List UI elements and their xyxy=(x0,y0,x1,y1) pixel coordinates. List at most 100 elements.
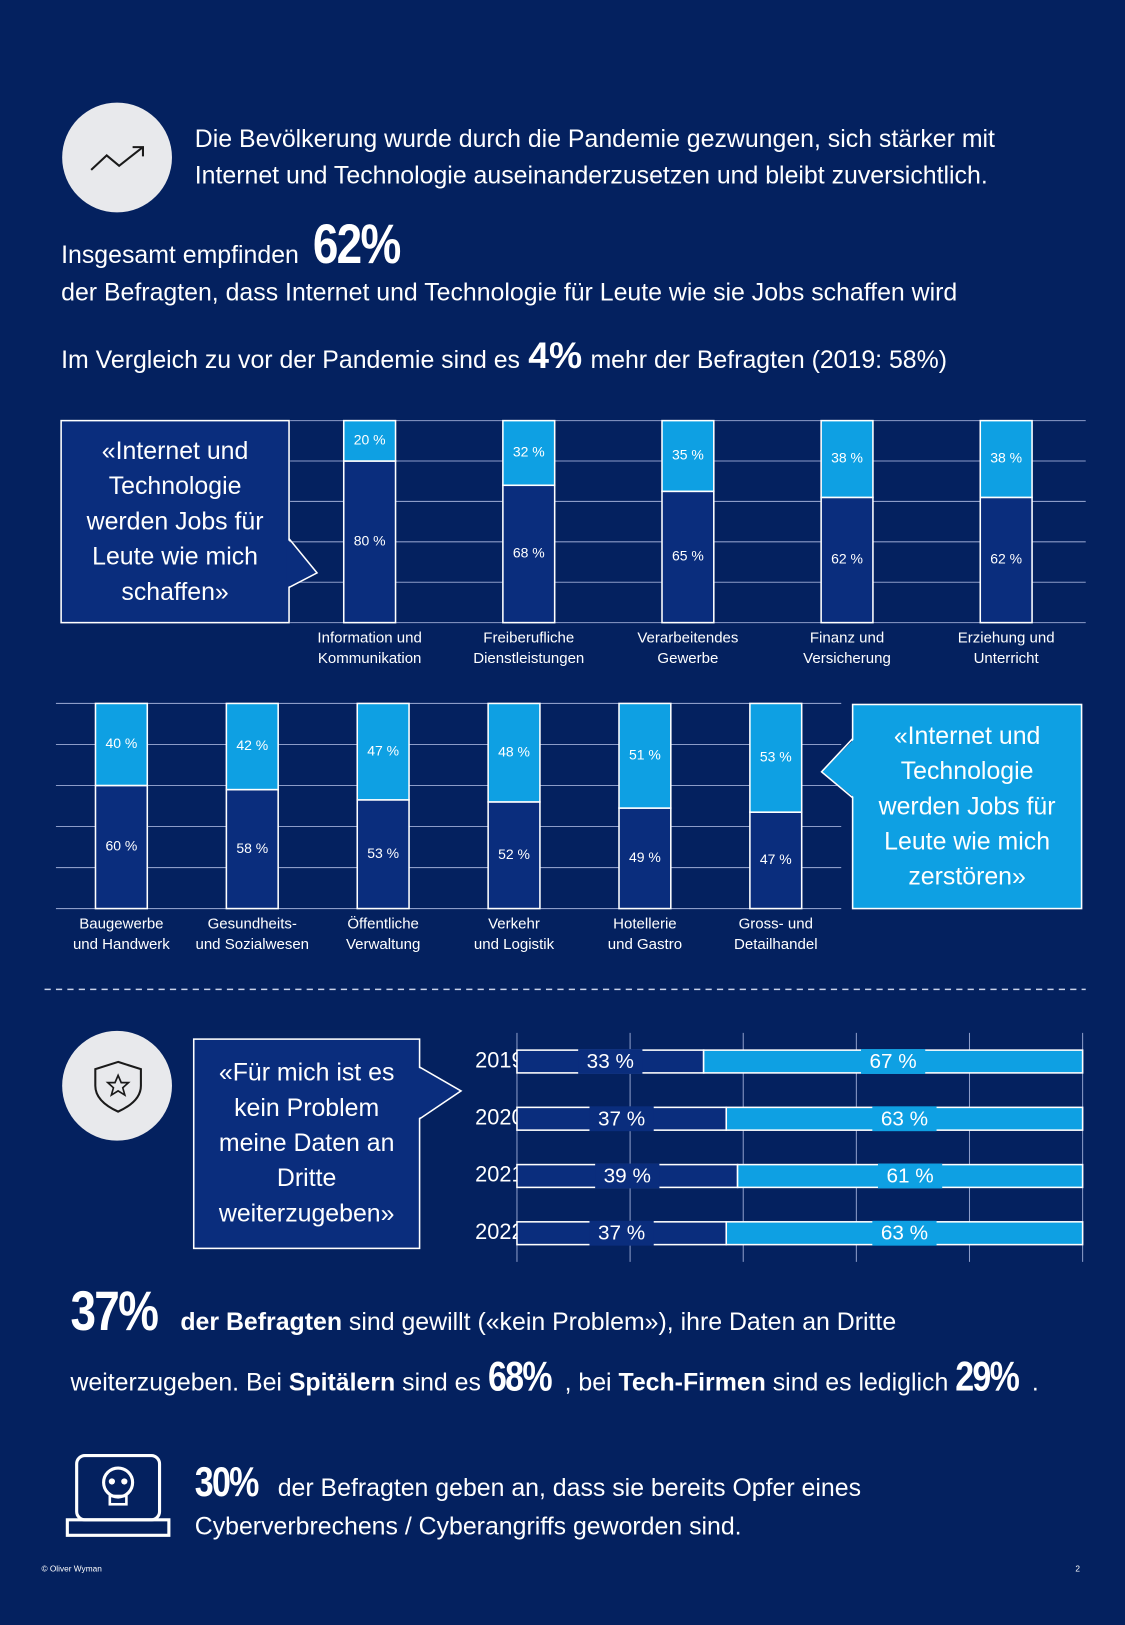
trend-icon-arrow xyxy=(132,146,145,157)
value-label-box xyxy=(872,1106,937,1132)
bar-segment xyxy=(979,419,1033,499)
x-tick-label: Verarbeitendes Gewerbe xyxy=(637,629,739,668)
trend-icon xyxy=(90,146,144,171)
bar-segment xyxy=(820,419,874,499)
bar-segment xyxy=(356,702,410,801)
value-label: 80 % xyxy=(354,533,386,549)
callout-box xyxy=(60,419,290,624)
x-tick-label: Hotellerie und Gastro xyxy=(607,915,683,954)
bar-segment xyxy=(749,811,803,910)
value-label: 37 % xyxy=(598,1107,645,1130)
bar-segment xyxy=(749,702,803,813)
value-label: 49 % xyxy=(629,849,661,865)
laptop-screen xyxy=(75,1454,162,1522)
x-tick-label: Information und Kommunikation xyxy=(317,629,422,668)
y-tick-label: 2022 xyxy=(475,1219,523,1244)
value-label: 37 % xyxy=(598,1222,645,1245)
bar-segment xyxy=(618,702,672,809)
stat-3-figure: 37% xyxy=(70,1280,158,1343)
skull-icon xyxy=(102,1466,135,1499)
callout-arrow-edge xyxy=(820,738,854,799)
stat-1-figure: 62% xyxy=(313,213,401,276)
stat-4-paragraph: 30% der Befragten geben an, dass sie bere… xyxy=(194,1462,861,1546)
bar-segment xyxy=(979,496,1033,624)
stat-1-lead: Insgesamt empfinden xyxy=(61,241,299,270)
legend-callout: «Internet und Technologie werden Jobs fü… xyxy=(86,436,264,606)
legend-callout: «Für mich ist es kein Problem meine Date… xyxy=(218,1058,395,1228)
bar-segment xyxy=(94,702,149,787)
stat-3-text: , bei xyxy=(564,1368,619,1397)
value-label: 62 % xyxy=(831,551,863,567)
x-tick-label: Öffentliche Verwaltung xyxy=(345,915,421,954)
stat-3-bold: Tech-Firmen xyxy=(618,1368,766,1397)
x-tick-label: Erziehung und Unterricht xyxy=(957,629,1055,668)
value-label: 63 % xyxy=(881,1107,928,1130)
footer-page: 2 xyxy=(1075,1564,1080,1574)
bar-segment xyxy=(618,807,672,910)
bar-segment xyxy=(225,702,279,791)
callout-arrow xyxy=(417,1067,462,1119)
value-label: 32 % xyxy=(513,444,545,460)
stat-3-bold: der Befragten xyxy=(180,1308,343,1337)
value-label-box xyxy=(589,1220,654,1246)
stat-4-text: der Befragten geben an, dass sie bereits… xyxy=(194,1474,861,1541)
callout-arrow-edge xyxy=(288,538,319,589)
bar-segment xyxy=(487,801,541,910)
shield-icon-bg xyxy=(62,1030,172,1141)
stat-3-text: sind es xyxy=(395,1368,488,1397)
value-label: 48 % xyxy=(498,743,530,759)
bar-segment xyxy=(502,484,556,624)
stat-2-figure: 4% xyxy=(528,333,583,377)
value-label: 38 % xyxy=(990,450,1022,466)
stat-2-row: Im Vergleich zu vor der Pandemie sind es… xyxy=(61,334,947,379)
stat-3-text: sind gewillt («kein Problem»), ihre Date… xyxy=(70,1308,897,1397)
value-label-box xyxy=(861,1049,926,1074)
callout-box xyxy=(851,703,1083,910)
value-label: 60 % xyxy=(105,838,137,854)
trend-icon-bg xyxy=(62,102,172,213)
value-label: 68 % xyxy=(513,545,545,561)
y-tick-label: 2019 xyxy=(475,1047,523,1072)
header-text: Die Bevölkerung wurde durch die Pandemie… xyxy=(194,125,995,190)
value-label: 65 % xyxy=(672,548,704,564)
value-label: 35 % xyxy=(672,447,704,463)
value-label: 63 % xyxy=(881,1222,928,1245)
callout-arrow xyxy=(821,738,855,798)
value-label: 52 % xyxy=(498,846,530,862)
legend-callout: «Internet und Technologie werden Jobs fü… xyxy=(878,721,1056,891)
bar-segment xyxy=(487,702,541,803)
stat-3-text: sind es lediglich xyxy=(765,1368,956,1397)
value-label: 33 % xyxy=(587,1050,634,1073)
star-icon xyxy=(105,1073,131,1097)
value-label: 40 % xyxy=(105,735,137,751)
value-label: 62 % xyxy=(990,551,1022,567)
y-tick-label: 2021 xyxy=(475,1162,523,1187)
bar-segment xyxy=(661,419,715,493)
value-label: 47 % xyxy=(367,742,399,758)
value-label: 53 % xyxy=(367,845,399,861)
value-label-box xyxy=(595,1163,660,1189)
value-label: 67 % xyxy=(870,1050,917,1073)
stat-2-lead: Im Vergleich zu vor der Pandemie sind es xyxy=(61,346,520,374)
value-label-box xyxy=(578,1049,643,1074)
value-label: 38 % xyxy=(831,450,863,466)
bar-segment xyxy=(342,419,397,462)
stat-3-figure: 29% xyxy=(955,1354,1020,1400)
value-label: 53 % xyxy=(760,748,792,764)
shield-icon xyxy=(94,1060,142,1113)
value-label-box xyxy=(872,1220,937,1246)
x-tick-label: Finanz und Versicherung xyxy=(803,629,891,668)
bar-segment xyxy=(502,419,556,487)
value-label: 61 % xyxy=(886,1164,933,1187)
bar-segment xyxy=(661,490,715,624)
bar-segment xyxy=(94,784,149,910)
stat-1-text: der Befragten, dass Internet und Technol… xyxy=(61,278,958,307)
stat-2-tail: mehr der Befragten (2019: 58%) xyxy=(590,346,948,374)
footer-copyright: © Oliver Wyman xyxy=(41,1564,102,1574)
callout-arrow xyxy=(286,538,318,588)
callout-box xyxy=(192,1038,421,1250)
value-label: 20 % xyxy=(354,432,386,448)
